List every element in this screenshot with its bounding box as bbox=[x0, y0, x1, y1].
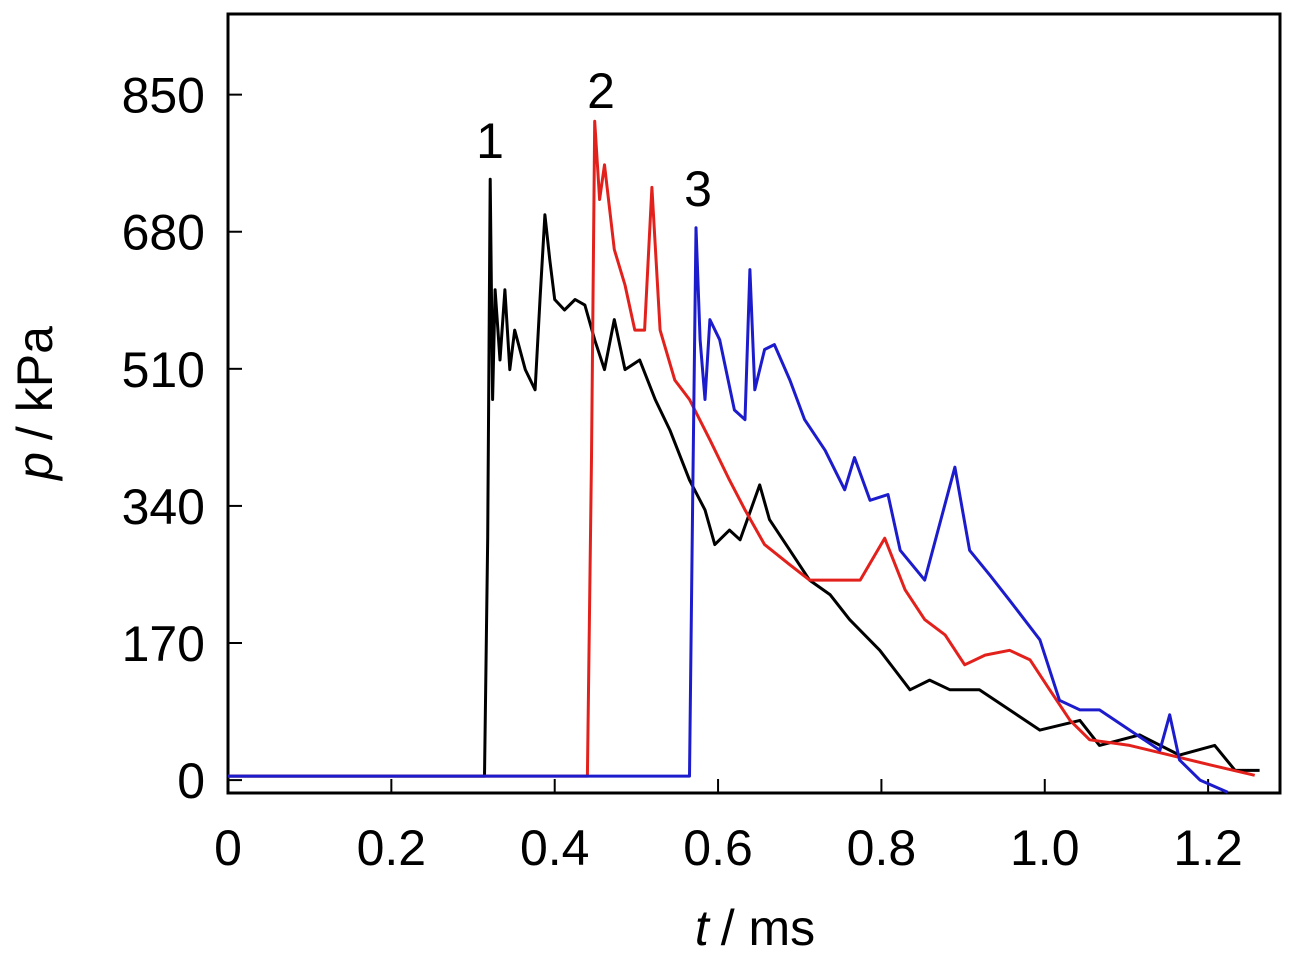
x-tick-label: 0.4 bbox=[520, 820, 590, 876]
y-tick-label: 0 bbox=[177, 753, 205, 809]
x-unit: / ms bbox=[721, 900, 815, 952]
x-tick-label: 1.0 bbox=[1010, 820, 1080, 876]
series-line bbox=[228, 177, 1260, 778]
y-tick-label: 170 bbox=[122, 616, 205, 672]
x-tick-label: 0 bbox=[214, 820, 242, 876]
y-tick-label: 340 bbox=[122, 479, 205, 535]
x-symbol: t bbox=[695, 900, 711, 952]
y-tick-label: 850 bbox=[122, 68, 205, 124]
x-tick-label: 0.2 bbox=[357, 820, 427, 876]
x-tick-label: 0.6 bbox=[683, 820, 753, 876]
series-label: 1 bbox=[476, 113, 504, 169]
series-label: 2 bbox=[587, 63, 615, 119]
y-symbol: p bbox=[7, 452, 63, 482]
y-tick-label: 680 bbox=[122, 205, 205, 261]
x-tick-label: 0.8 bbox=[847, 820, 917, 876]
y-tick-label: 510 bbox=[122, 342, 205, 398]
x-axis-label: t / ms bbox=[695, 900, 815, 952]
y-axis-label: p / kPa bbox=[7, 326, 63, 482]
x-tick-label: 1.2 bbox=[1173, 820, 1243, 876]
series-line bbox=[228, 226, 1229, 794]
plot-frame bbox=[226, 12, 1282, 795]
y-unit: / kPa bbox=[7, 326, 63, 440]
series-label: 3 bbox=[684, 161, 712, 217]
series-line bbox=[228, 119, 1256, 778]
